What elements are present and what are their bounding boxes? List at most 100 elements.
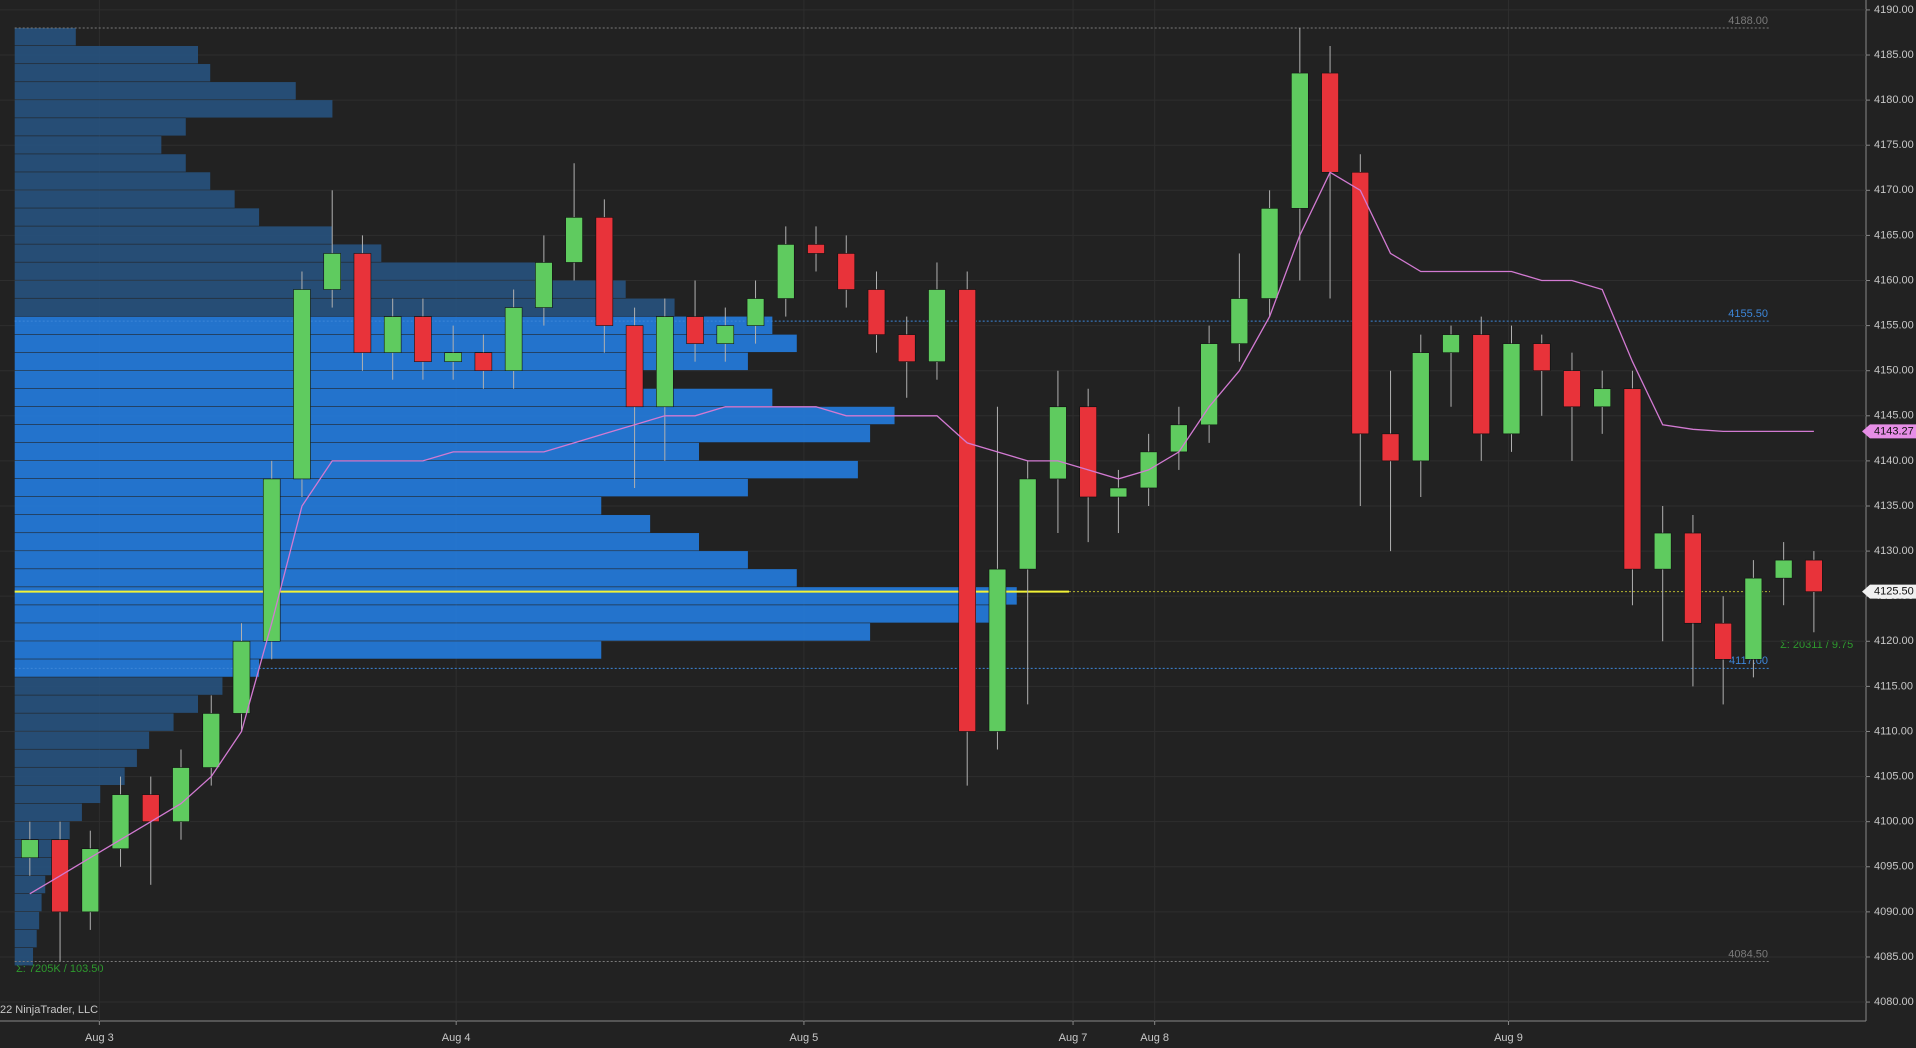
price-marker-label: 4143.27 <box>1874 425 1914 437</box>
y-tick-label: 4170.00 <box>1874 184 1914 196</box>
y-tick-label: 4145.00 <box>1874 410 1914 422</box>
session-summary: Σ: 20311 / 9.75 <box>1780 639 1853 651</box>
y-tick-label: 4190.00 <box>1874 4 1914 16</box>
profile-bar <box>14 695 199 713</box>
y-tick-label: 4165.00 <box>1874 229 1914 241</box>
candle-body <box>262 478 281 642</box>
profile-bar <box>14 713 174 731</box>
candle-body <box>1200 343 1218 426</box>
profile-bar <box>14 100 333 118</box>
candle-body <box>1412 352 1430 462</box>
profile-bar <box>14 623 871 641</box>
candle-body <box>1381 433 1400 462</box>
y-tick-label: 4080.00 <box>1874 996 1914 1008</box>
y-tick-label: 4135.00 <box>1874 500 1914 512</box>
profile-bar <box>14 731 150 749</box>
candle-body <box>111 794 130 850</box>
y-tick-label: 4120.00 <box>1874 635 1914 647</box>
profile-bar <box>14 605 993 623</box>
profile-bar <box>14 641 602 659</box>
x-tick-label: Aug 8 <box>1140 1032 1169 1044</box>
profile-bar <box>14 875 46 894</box>
y-tick-label: 4110.00 <box>1874 725 1913 737</box>
candle-body <box>202 713 221 768</box>
candle-body <box>1774 559 1793 579</box>
candle-body <box>535 262 553 308</box>
profile-bar <box>14 460 858 479</box>
profile-bar <box>14 785 101 804</box>
candle-body <box>777 244 795 299</box>
y-tick-label: 4185.00 <box>1874 49 1914 61</box>
x-tick-label: Aug 5 <box>790 1032 819 1044</box>
profile-bar <box>14 929 37 948</box>
price-marker <box>1862 424 1916 439</box>
candle-body <box>383 316 402 353</box>
profile-bar <box>14 406 895 425</box>
candle-body <box>1502 343 1521 435</box>
profile-summary: Σ: 7205K / 103.50 <box>16 963 104 975</box>
profile-bar <box>14 911 40 930</box>
profile-bar <box>14 587 1017 605</box>
y-tick-label: 4160.00 <box>1874 274 1914 286</box>
candle-body <box>807 244 825 254</box>
candle-body <box>1291 72 1309 209</box>
candle-body <box>988 568 1007 732</box>
profile-bar <box>14 136 162 154</box>
profile-bar <box>14 244 382 262</box>
candle-body <box>414 316 432 362</box>
candle-body <box>746 298 765 326</box>
candle-body <box>1260 208 1279 299</box>
x-tick-label: Aug 4 <box>442 1032 471 1044</box>
profile-bar <box>14 659 260 677</box>
profile-bar <box>14 767 125 785</box>
candle-body <box>1744 577 1763 660</box>
candle-body <box>595 217 614 326</box>
candle-body <box>565 217 583 263</box>
y-tick-label: 4115.00 <box>1874 680 1913 692</box>
profile-bar <box>14 857 52 876</box>
profile-bar <box>14 118 186 136</box>
y-tick-label: 4085.00 <box>1874 951 1914 963</box>
candle-body <box>323 253 341 290</box>
candle-body <box>474 352 493 371</box>
profile-bar <box>14 803 82 822</box>
profile-bar <box>14 27 76 46</box>
level-label: 4084.50 <box>1728 948 1768 960</box>
y-tick-label: 4130.00 <box>1874 545 1914 557</box>
candle-body <box>1563 370 1581 408</box>
profile-bar <box>14 496 602 515</box>
candle-body <box>958 289 976 732</box>
candle-body <box>1623 388 1642 570</box>
candle-body <box>1018 478 1037 570</box>
profile-bar <box>14 208 260 226</box>
profile-bar <box>14 280 626 298</box>
candle-body <box>1805 559 1823 592</box>
moving-average <box>29 171 1814 895</box>
profile-bar <box>14 64 211 82</box>
candle-body <box>928 289 946 362</box>
copyright: 22 NinjaTrader, LLC <box>0 1004 98 1016</box>
candle-body <box>504 307 523 371</box>
y-tick-label: 4105.00 <box>1874 770 1914 782</box>
candle-body <box>1109 487 1128 498</box>
profile-bar <box>14 551 748 569</box>
profile-bar <box>14 533 700 551</box>
profile-bar <box>14 442 700 461</box>
candle-body <box>656 316 674 408</box>
profile-bar <box>14 388 773 407</box>
profile-bar <box>14 45 199 64</box>
profile-bar <box>14 821 70 840</box>
candle-body <box>1170 424 1188 453</box>
x-tick-label: Aug 9 <box>1494 1032 1523 1044</box>
candle-body <box>1684 532 1702 624</box>
candle-body <box>1351 171 1370 435</box>
candle-body <box>867 289 886 335</box>
profile-bar <box>14 298 675 316</box>
profile-bar <box>14 172 211 190</box>
candle-body <box>1442 334 1460 353</box>
candle-body <box>1532 343 1551 371</box>
profile-bar <box>14 947 34 966</box>
profile-bar <box>14 749 137 767</box>
candle-body <box>1079 406 1097 498</box>
